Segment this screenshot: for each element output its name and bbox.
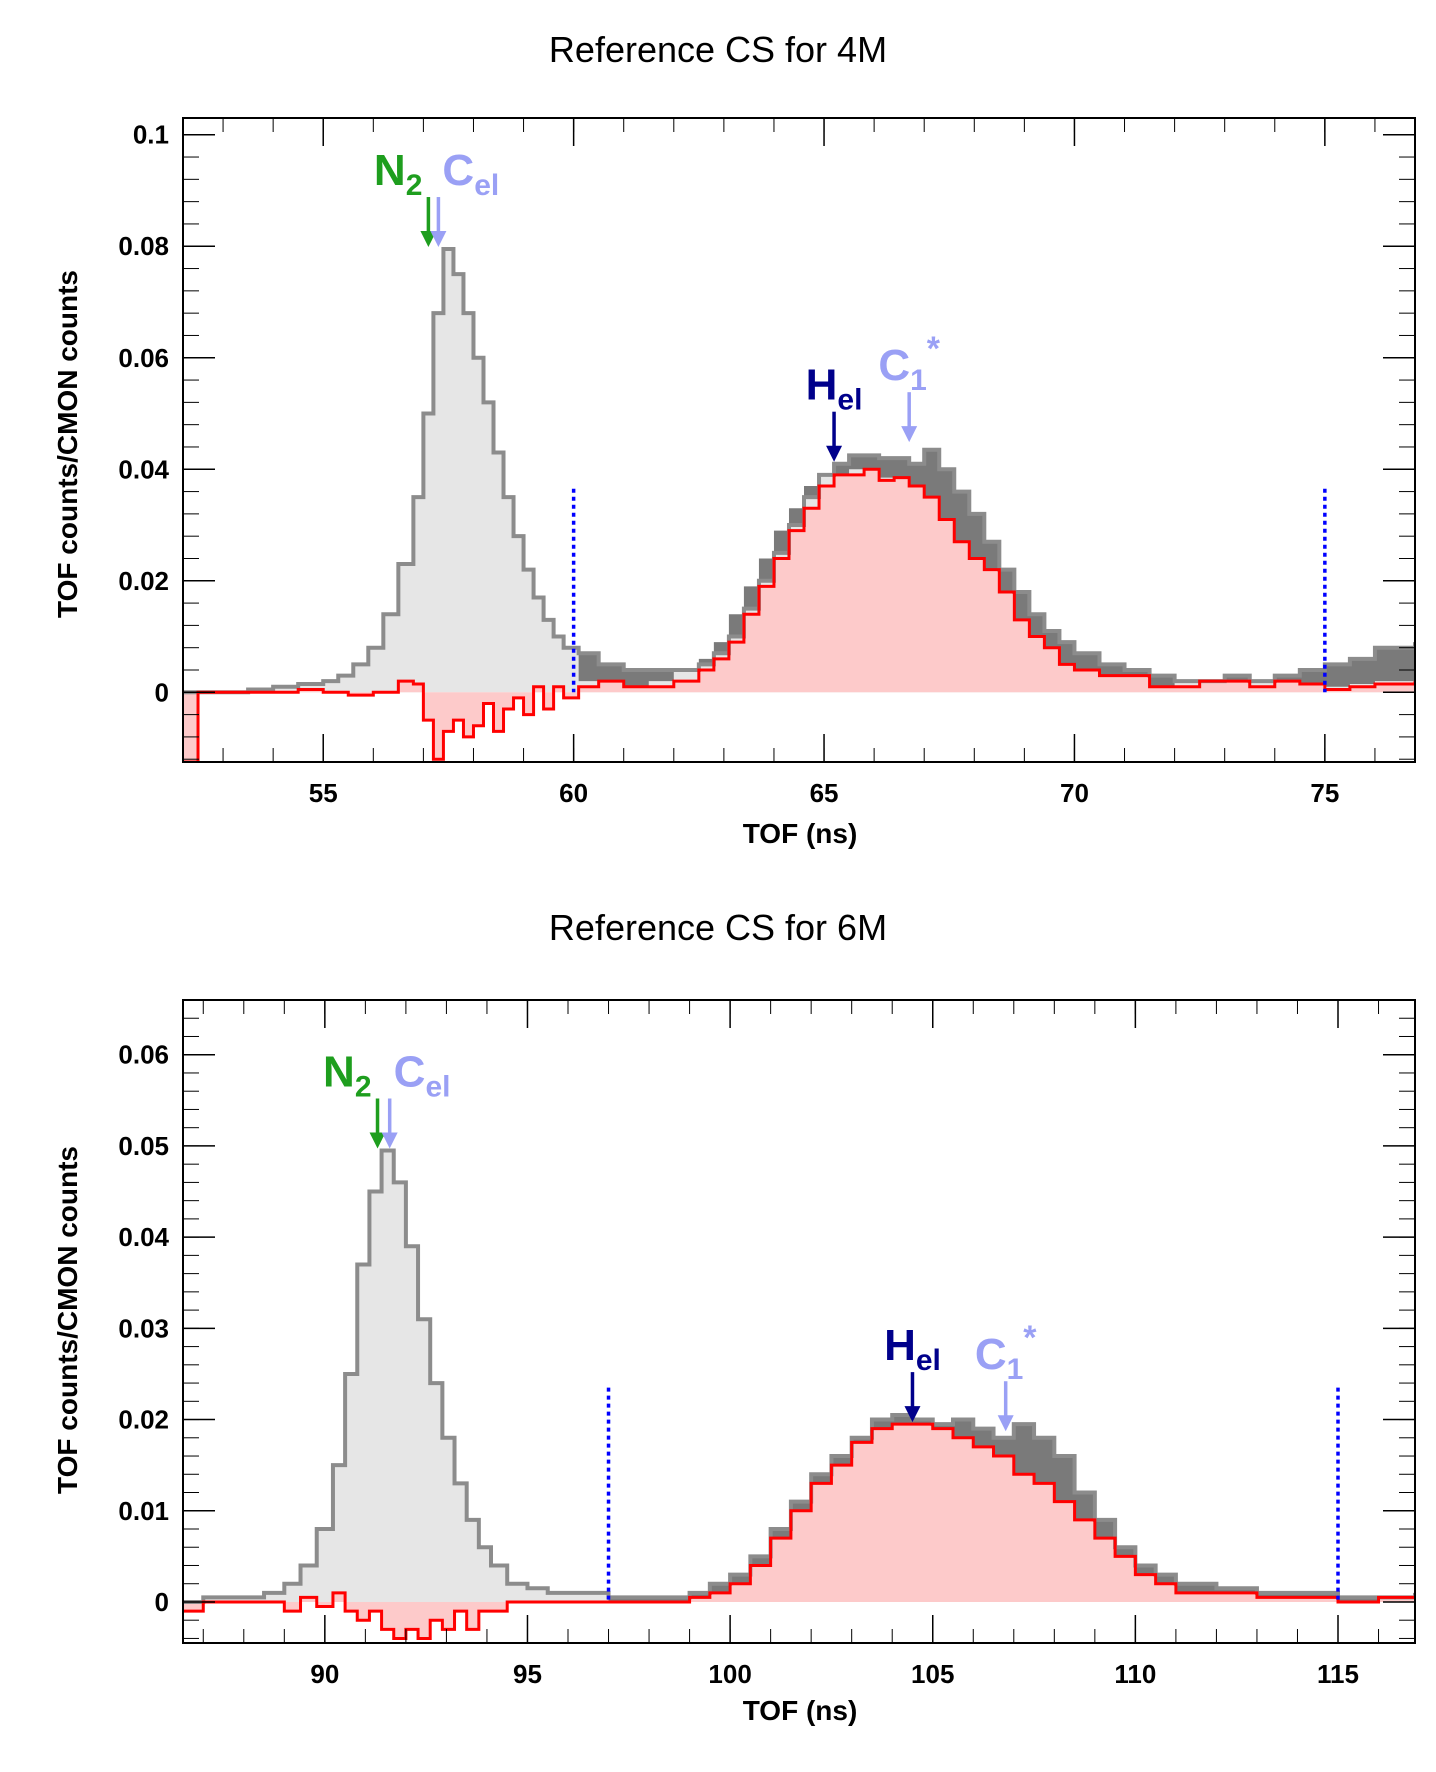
histogram-carbon-fill: [183, 1424, 1415, 1639]
y-tick-label: 0.05: [118, 1131, 169, 1161]
x-tick-label: 100: [708, 1659, 751, 1689]
y-tick-label: 0.02: [118, 1405, 169, 1435]
x-tick-label: 95: [513, 1659, 542, 1689]
plot-frame: [182, 117, 1416, 763]
x-axis-label: TOF (ns): [743, 1695, 858, 1726]
x-tick-label: 60: [559, 778, 588, 808]
y-axis-label: TOF counts/CMON counts: [52, 270, 83, 618]
y-tick-label: 0.01: [118, 1496, 169, 1526]
y-tick-label: 0.1: [133, 120, 169, 150]
annotation-arrow-head: [826, 445, 843, 462]
annotation-label: C1*: [878, 330, 940, 397]
annotation-arrow-head: [904, 1406, 921, 1423]
annotation-arrow-head: [369, 1132, 386, 1149]
x-tick-label: 90: [310, 1659, 339, 1689]
plot-area: 90 95 100 105 110 115 0 0.01 0.02 0.03 0.04 0.05 0.0…: [118, 999, 1416, 1689]
x-tick-label: 115: [1317, 1659, 1359, 1689]
x-tick-label: 75: [1310, 778, 1339, 808]
y-tick-label: 0.02: [118, 566, 169, 596]
annotation-arrow-head: [381, 1132, 398, 1149]
annotation-arrow-head: [430, 231, 447, 248]
annotation-arrow-head: [901, 426, 918, 443]
data-layer: [183, 1148, 1415, 1640]
y-tick-label: 0.06: [118, 343, 169, 373]
chart-panel-4m: Reference CS for 4M TOF (ns) TOF counts/…: [52, 29, 1416, 849]
chart-title: Reference CS for 4M: [549, 29, 887, 70]
histogram-carbon-line: [183, 1422, 1415, 1640]
histogram-total-line: [183, 1148, 1415, 1604]
data-layer: [183, 247, 1415, 762]
y-tick-label: 0.06: [118, 1040, 169, 1070]
x-tick-label: 70: [1060, 778, 1089, 808]
y-tick-label: 0.08: [118, 231, 169, 261]
annotation-label: N2: [374, 146, 422, 202]
histogram-total-line: [183, 247, 1415, 695]
y-tick-label: 0.03: [118, 1313, 169, 1343]
annotation-label: Hel: [884, 1321, 941, 1377]
annotation-arrow-head: [420, 231, 437, 248]
x-tick-label: 105: [911, 1659, 954, 1689]
chart-title: Reference CS for 6M: [549, 907, 887, 948]
annotation-arrow-head: [997, 1415, 1014, 1432]
histogram-carbon-line: [183, 467, 1415, 762]
histogram-total-fill: [183, 249, 1415, 693]
x-tick-label: 65: [810, 778, 839, 808]
histogram-difference-fill: [608, 1414, 1415, 1602]
y-tick-label: 0: [155, 1587, 169, 1617]
annotation-label: Hel: [806, 361, 863, 417]
annotation-label: Cel: [394, 1047, 451, 1103]
plot-area: 55 60 65 70 75 0 0.02 0.04 0.06 0.08 0.1 N2 Cel Hel C1…: [118, 117, 1416, 808]
x-tick-label: 110: [1114, 1659, 1156, 1689]
y-tick-label: 0: [155, 677, 169, 707]
y-tick-label: 0.04: [118, 454, 169, 484]
histogram-carbon-fill: [183, 469, 1415, 762]
chart-panel-6m: Reference CS for 6M TOF (ns) TOF counts/…: [52, 907, 1416, 1726]
y-axis-label: TOF counts/CMON counts: [52, 1146, 83, 1494]
x-tick-label: 55: [309, 778, 338, 808]
annotation-label: N2: [323, 1047, 371, 1103]
y-tick-label: 0.04: [118, 1222, 169, 1252]
plot-frame: [182, 999, 1416, 1644]
annotation-label: C1*: [975, 1319, 1037, 1386]
annotation-label: Cel: [442, 146, 499, 202]
x-axis-label: TOF (ns): [743, 818, 858, 849]
